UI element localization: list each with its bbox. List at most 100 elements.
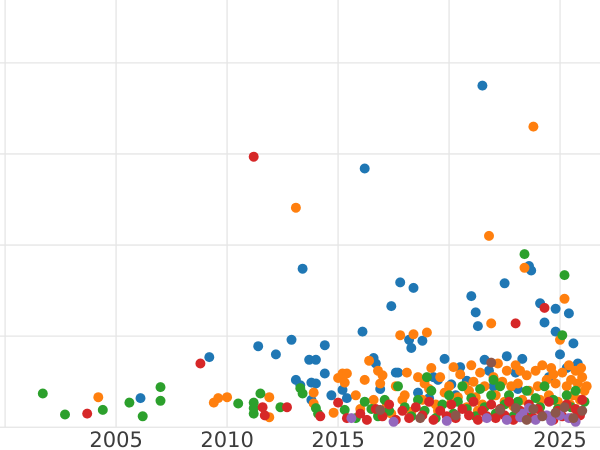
series-orange-point — [455, 369, 466, 380]
x-tick-label-2010: 2010 — [200, 428, 253, 450]
series-orange-point — [528, 121, 539, 132]
series-brown-point — [537, 411, 548, 422]
series-green-point — [339, 404, 350, 415]
series-green-point — [457, 381, 468, 392]
series-red-point — [490, 413, 501, 424]
series-brown-point — [521, 414, 532, 425]
series-brown-point — [577, 405, 588, 416]
series-orange-point — [93, 392, 104, 403]
series-purple-point — [441, 415, 452, 426]
series-orange-point — [368, 394, 379, 405]
series-green-point — [155, 395, 166, 406]
series-green-point — [570, 385, 581, 396]
series-green-point — [488, 374, 499, 385]
series-blue-point — [439, 353, 450, 364]
x-tick-label-2015: 2015 — [311, 428, 364, 450]
series-orange-point — [548, 369, 559, 380]
series-blue-point — [204, 352, 215, 363]
series-red-point — [468, 396, 479, 407]
series-green-point — [137, 411, 148, 422]
series-blue-point — [563, 308, 574, 319]
series-brown-point — [495, 404, 506, 415]
series-green-point — [393, 381, 403, 392]
series-orange-point — [448, 362, 459, 373]
series-blue-point — [568, 338, 579, 349]
series-brown-point — [450, 410, 461, 421]
series-orange-point — [339, 377, 350, 388]
series-orange-point — [359, 374, 370, 385]
series-orange-point — [328, 407, 339, 418]
series-orange-point — [395, 330, 406, 341]
series-orange-point — [213, 393, 224, 404]
series-green-point — [426, 385, 437, 396]
x-tick-label-2025: 2025 — [533, 428, 586, 450]
series-orange-point — [408, 329, 419, 340]
series-blue-point — [393, 367, 403, 378]
series-green-point — [521, 385, 532, 396]
series-orange-point — [559, 293, 570, 304]
series-green-point — [561, 390, 572, 401]
series-brown-point — [486, 357, 497, 368]
series-red-point — [410, 402, 421, 413]
series-brown-point — [510, 403, 521, 414]
series-green-point — [495, 381, 506, 392]
series-green-point — [530, 393, 541, 404]
series-blue-point — [135, 393, 146, 404]
series-red-point — [446, 399, 457, 410]
series-orange-point — [519, 262, 530, 273]
series-brown-point — [568, 413, 579, 424]
series-blue-point — [270, 349, 281, 360]
series-red-point — [435, 405, 446, 416]
x-axis-tick-labels: 2005 2010 2015 2020 2025 — [89, 428, 586, 450]
series-blue-point — [408, 282, 419, 293]
series-red-point — [397, 405, 408, 416]
series-blue-point — [253, 341, 264, 352]
series-red-point — [464, 410, 474, 421]
series-blue-point — [477, 80, 488, 91]
series-orange-point — [557, 367, 568, 378]
series-red-point — [384, 399, 395, 410]
series-orange-point — [577, 372, 588, 383]
series-red-point — [510, 318, 521, 329]
series-brown-point — [550, 407, 561, 418]
series-orange-point — [512, 378, 523, 389]
series-orange-point — [308, 387, 319, 398]
series-green-point — [255, 388, 266, 399]
x-tick-label-2005: 2005 — [89, 428, 142, 450]
series-orange-point — [375, 378, 386, 389]
series-green-point — [359, 396, 370, 407]
series-blue-point — [286, 334, 297, 345]
series-orange-point — [435, 372, 446, 383]
x-tick-label-2020: 2020 — [422, 428, 475, 450]
grid-layer — [0, 0, 600, 428]
series-red-point — [472, 414, 483, 425]
series-blue-point — [501, 351, 512, 362]
series-red-point — [248, 151, 259, 162]
series-red-point — [259, 410, 270, 421]
series-red-point — [504, 396, 514, 407]
series-brown-point — [375, 404, 386, 415]
series-purple-point — [546, 415, 557, 426]
series-green-point — [248, 408, 259, 419]
series-green-point — [233, 398, 244, 409]
series-green-point — [559, 270, 570, 281]
series-orange-point — [466, 360, 477, 371]
series-green-point — [60, 409, 70, 420]
series-orange-point — [264, 392, 275, 403]
series-green-point — [97, 404, 108, 415]
series-orange-point — [364, 355, 375, 366]
series-brown-point — [559, 402, 570, 413]
series-blue-point — [417, 335, 428, 346]
series-orange-point — [486, 318, 497, 329]
series-blue-point — [550, 303, 561, 314]
series-brown-point — [528, 404, 539, 414]
series-blue-point — [406, 343, 417, 353]
series-blue-point — [310, 378, 321, 389]
series-brown-point — [415, 413, 426, 424]
series-red-point — [457, 404, 468, 414]
series-orange-point — [341, 368, 352, 379]
series-purple-point — [501, 414, 512, 425]
series-blue-point — [395, 277, 406, 288]
scatter-points-layer — [37, 80, 592, 427]
